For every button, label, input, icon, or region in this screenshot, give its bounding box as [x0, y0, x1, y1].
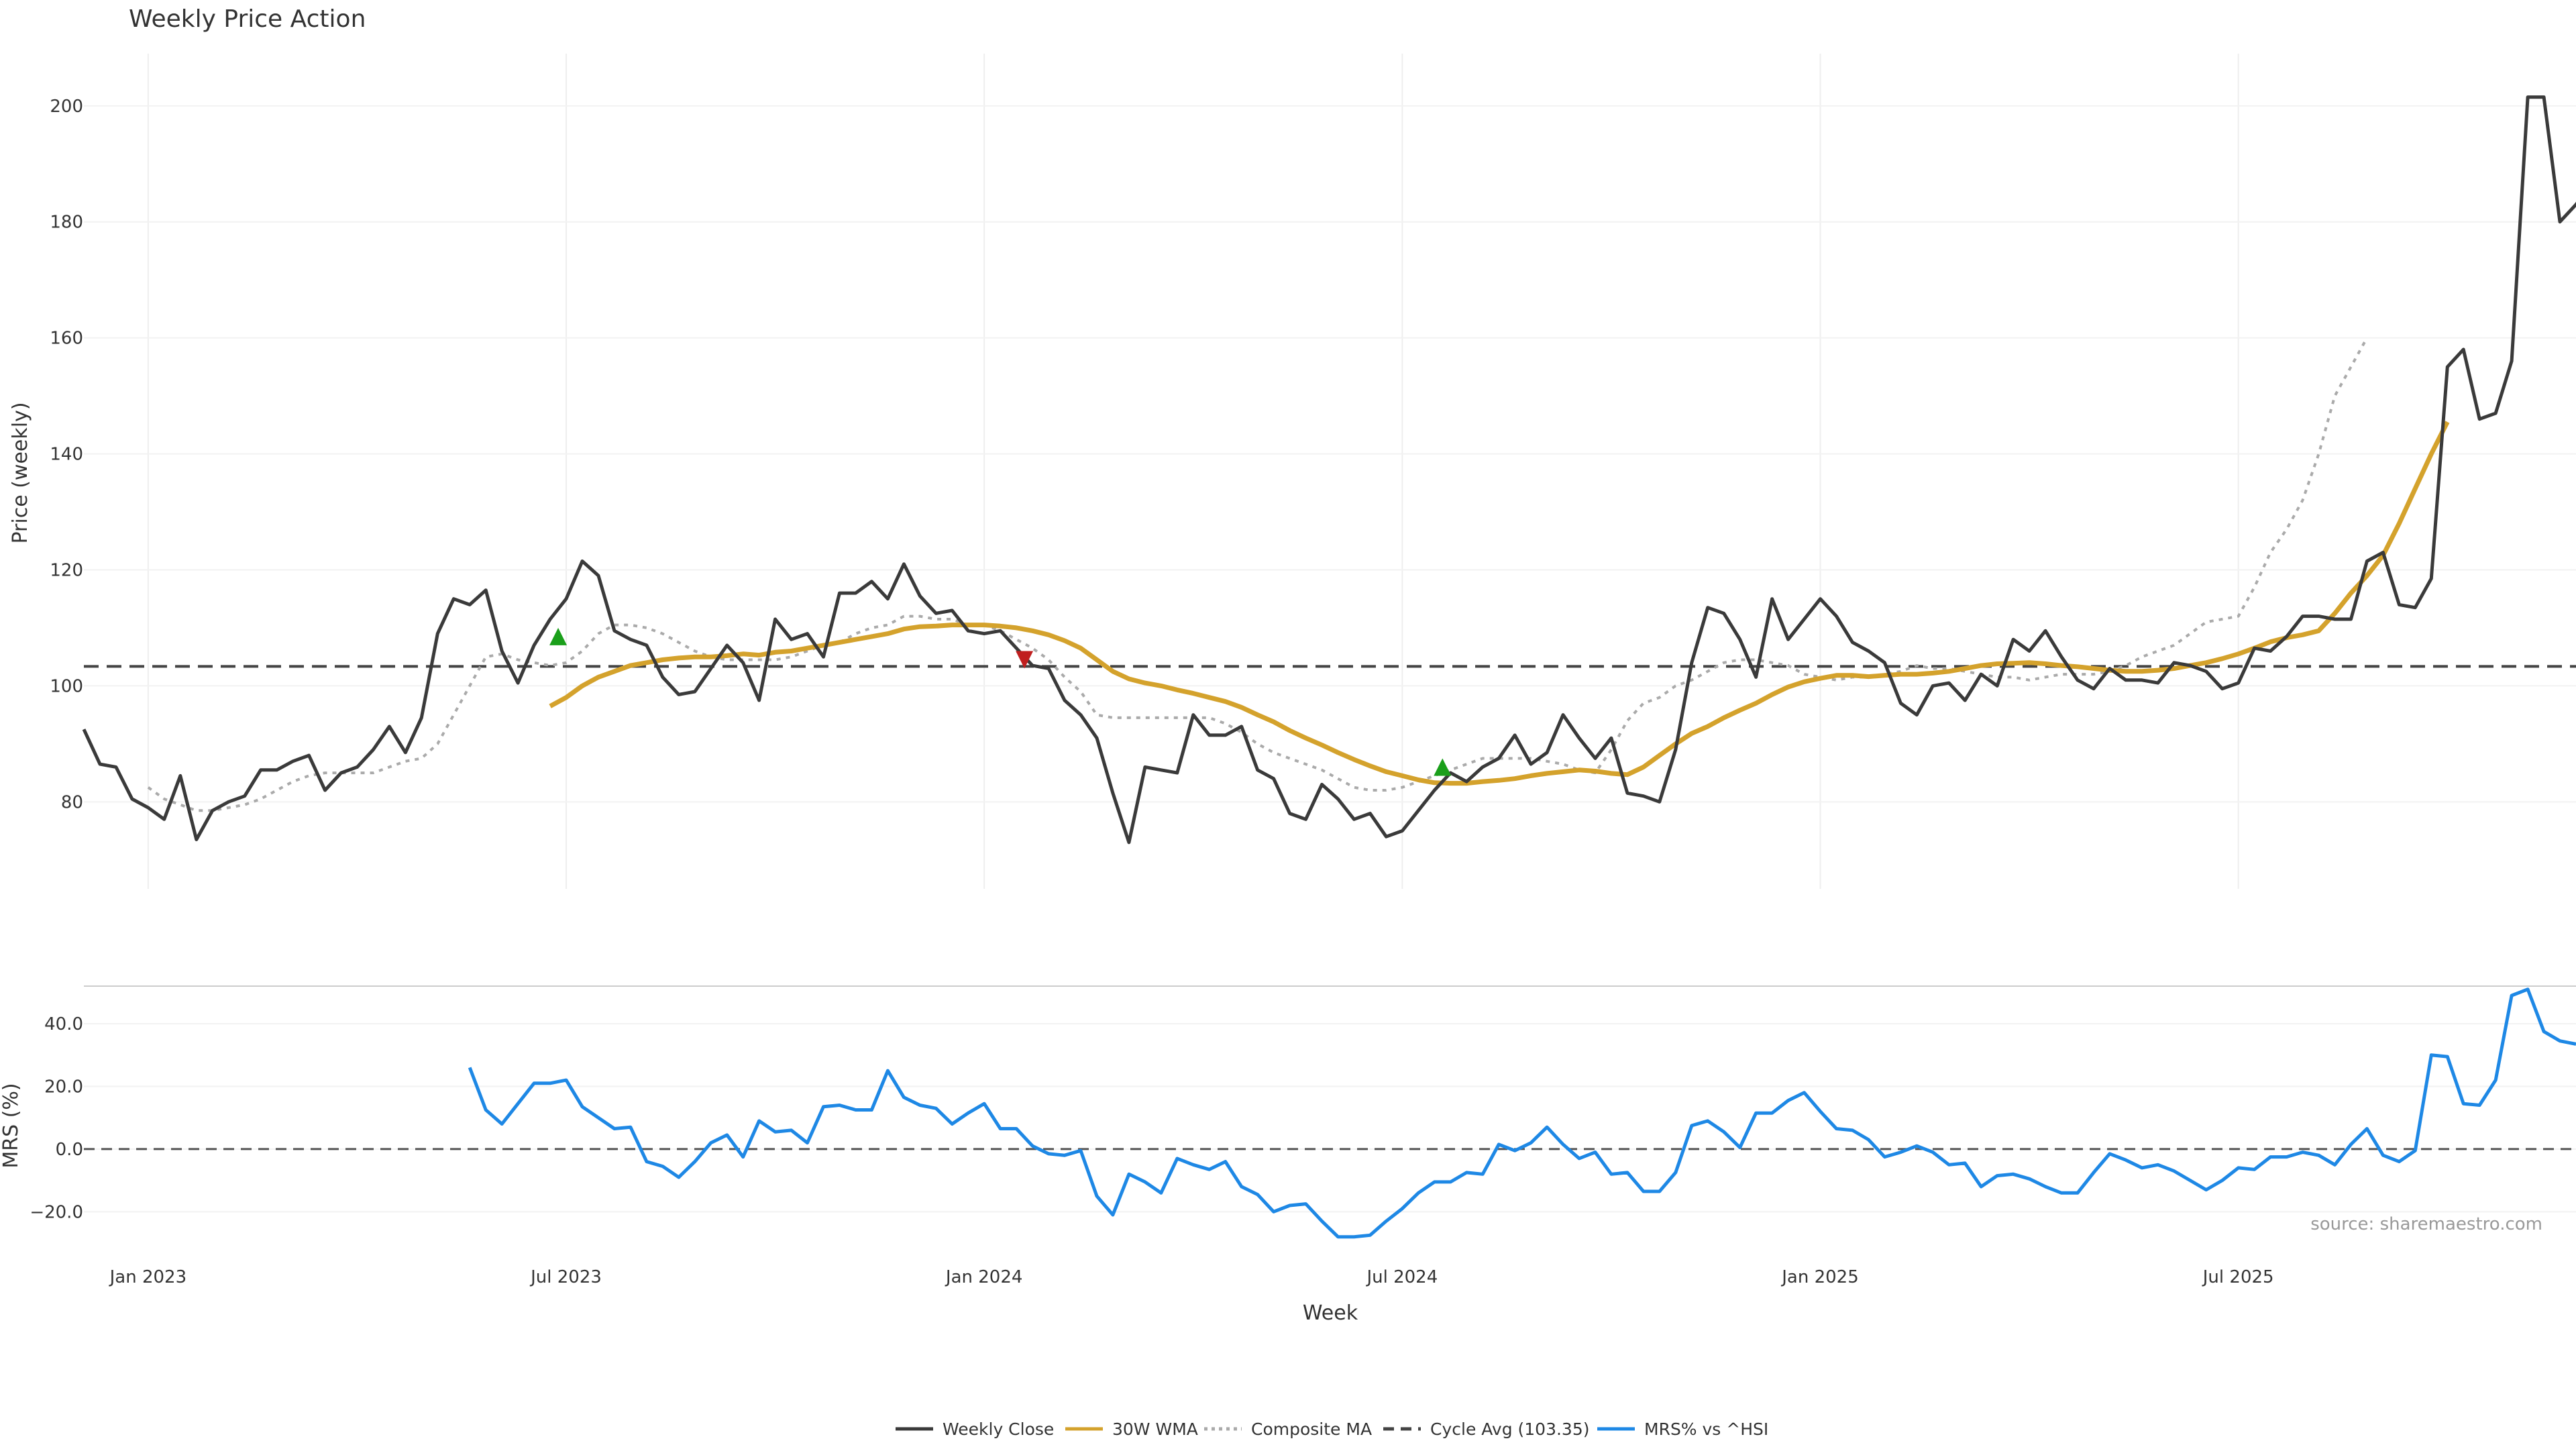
price-y-tick-label: 140 [50, 445, 83, 465]
x-axis-title: Week [1303, 1301, 1358, 1325]
legend-label: Composite MA [1251, 1419, 1372, 1439]
price-y-tick-label: 180 [50, 213, 83, 233]
legend-label: Weekly Close [943, 1419, 1054, 1439]
x-tick-label: Jan 2025 [1780, 1267, 1859, 1287]
wma-30w-line [549, 421, 2450, 786]
legend-label: Cycle Avg (103.35) [1430, 1419, 1590, 1439]
price-y-tick-label: 120 [50, 560, 83, 580]
source-label: source: sharemaestro.com [2310, 1214, 2542, 1234]
legend-label: 30W WMA [1112, 1419, 1198, 1439]
price-y-tick-label: 100 [50, 676, 83, 696]
x-tick-label: Jul 2023 [529, 1267, 602, 1287]
grid [84, 54, 2576, 1213]
mrs-y-tick-label: 0.0 [56, 1140, 83, 1160]
price-y-tick-label: 200 [50, 97, 83, 117]
buy-signal-marker [1434, 758, 1452, 776]
sell-signal-marker [1016, 651, 1034, 669]
axes: Jan 2023 Jul 2023 Jan 2024 Jul 2024 Jan 2025… [30, 97, 2273, 1287]
x-tick-label: Jul 2025 [2202, 1267, 2274, 1287]
legend-label: MRS% vs ^HSI [1644, 1419, 1768, 1439]
price-y-tick-label: 160 [50, 329, 83, 349]
composite-ma-line [147, 337, 2369, 812]
mrs-axis-title: MRS (%) [0, 1083, 23, 1168]
mrs-y-tick-label: 40.0 [44, 1014, 83, 1034]
mrs-y-tick-label: 20.0 [44, 1077, 83, 1097]
price-panel [82, 95, 2576, 845]
x-tick-label: Jan 2024 [945, 1267, 1023, 1287]
x-tick-label: Jul 2024 [1365, 1267, 1438, 1287]
buy-signal-marker [549, 627, 568, 645]
price-axis-title: Price (weekly) [9, 402, 32, 543]
mrs-y-tick-label: −20.0 [30, 1202, 83, 1222]
weekly-close-line [82, 95, 2576, 845]
legend: Weekly Close 30W WMA Composite MA Cycle Avg… [896, 1419, 1768, 1439]
chart-title: Weekly Price Action [129, 5, 366, 33]
price-y-tick-label: 80 [61, 792, 83, 812]
mrs-panel [84, 987, 2576, 1239]
mrs-line [468, 987, 2576, 1239]
x-tick-label: Jan 2023 [109, 1267, 187, 1287]
